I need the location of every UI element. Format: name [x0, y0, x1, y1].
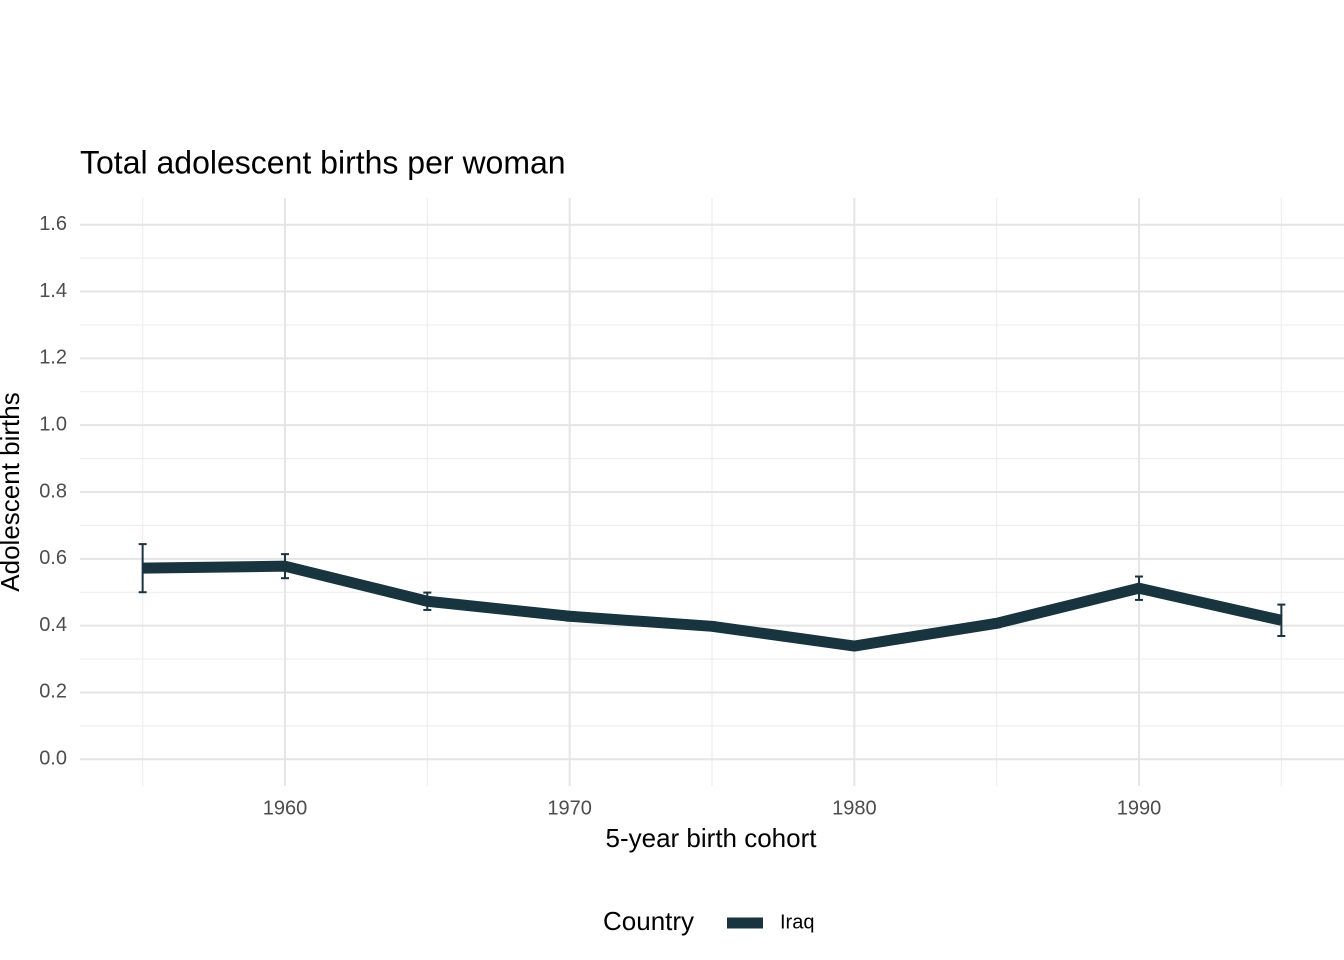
- y-tick-label: 0.2: [39, 681, 67, 703]
- chart-title: Total adolescent births per woman: [80, 144, 566, 180]
- legend-label: Iraq: [780, 911, 814, 933]
- error-bar: [280, 553, 289, 580]
- x-tick-label: 1970: [547, 797, 592, 819]
- error-bar: [708, 621, 716, 632]
- y-axis-title: Adolescent births: [0, 392, 25, 591]
- y-tick-label: 0.8: [39, 480, 67, 502]
- x-tick-label: 1980: [832, 797, 877, 819]
- y-tick-label: 1.4: [39, 280, 67, 302]
- error-bar: [1277, 603, 1286, 637]
- y-tick-label: 1.6: [39, 213, 67, 235]
- x-tick-label: 1960: [263, 797, 308, 819]
- y-tick-label: 0.6: [39, 547, 67, 569]
- error-bar: [850, 641, 859, 652]
- y-tick-label: 1.0: [39, 413, 67, 435]
- y-tick-label: 0.4: [39, 614, 67, 636]
- error-bar: [1135, 575, 1144, 601]
- error-bar: [565, 610, 574, 622]
- legend-title: Country: [603, 906, 694, 936]
- y-tick-label: 1.2: [39, 347, 67, 369]
- error-bar: [423, 591, 432, 611]
- y-tick-label: 0.0: [39, 748, 67, 770]
- error-bar: [992, 618, 1001, 629]
- error-bar: [138, 543, 147, 594]
- x-tick-label: 1990: [1117, 797, 1162, 819]
- x-axis-title: 5-year birth cohort: [606, 823, 818, 853]
